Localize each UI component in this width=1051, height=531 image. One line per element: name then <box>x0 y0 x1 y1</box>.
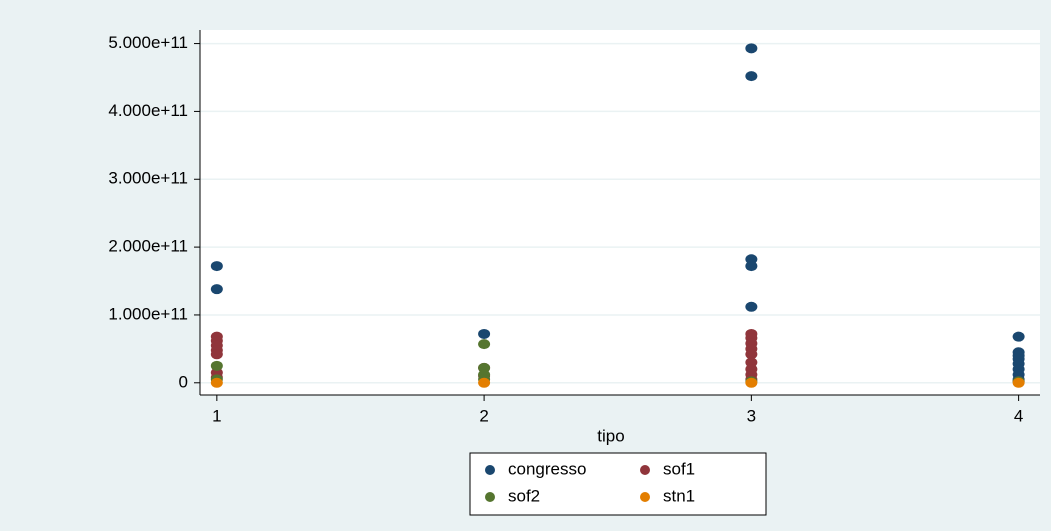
point <box>745 71 758 82</box>
legend-label: congresso <box>508 459 586 478</box>
point <box>210 261 223 272</box>
point <box>1012 331 1025 342</box>
point <box>210 377 223 388</box>
y-tick-label: 3.000e+11 <box>108 169 188 188</box>
legend-label: stn1 <box>663 486 695 505</box>
point <box>1012 377 1025 388</box>
plot-area <box>200 30 1040 395</box>
point <box>745 377 758 388</box>
y-tick-label: 2.000e+11 <box>108 237 188 256</box>
legend-marker <box>485 465 495 475</box>
x-tick-label: 1 <box>212 406 221 425</box>
point <box>478 339 491 350</box>
legend-label: sof2 <box>508 486 540 505</box>
point <box>478 377 491 388</box>
legend-marker <box>640 465 650 475</box>
x-tick-label: 2 <box>479 406 488 425</box>
point <box>745 43 758 54</box>
point <box>745 261 758 272</box>
point <box>210 360 223 371</box>
legend-marker <box>640 492 650 502</box>
point <box>745 301 758 312</box>
y-tick-label: 5.000e+11 <box>108 33 188 52</box>
x-tick-label: 3 <box>747 406 756 425</box>
point <box>210 349 223 360</box>
y-tick-label: 1.000e+11 <box>108 304 188 323</box>
legend-marker <box>485 492 495 502</box>
y-tick-label: 4.000e+11 <box>108 101 188 120</box>
point <box>210 284 223 295</box>
x-tick-label: 4 <box>1014 406 1023 425</box>
y-tick-label: 0 <box>179 372 188 391</box>
legend-box <box>469 452 767 516</box>
point <box>745 349 758 360</box>
legend-label: sof1 <box>663 459 695 478</box>
x-axis-title: tipo <box>597 426 624 445</box>
point <box>478 328 491 339</box>
